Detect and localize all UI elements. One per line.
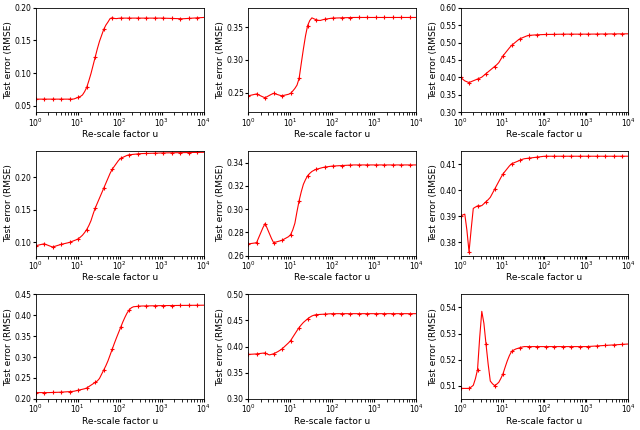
Y-axis label: Test error (RMSE): Test error (RMSE) — [429, 21, 438, 99]
X-axis label: Re-scale factor u: Re-scale factor u — [506, 130, 582, 139]
Y-axis label: Test error (RMSE): Test error (RMSE) — [429, 164, 438, 242]
X-axis label: Re-scale factor u: Re-scale factor u — [294, 130, 370, 139]
Y-axis label: Test error (RMSE): Test error (RMSE) — [4, 21, 13, 99]
Y-axis label: Test error (RMSE): Test error (RMSE) — [216, 164, 225, 242]
X-axis label: Re-scale factor u: Re-scale factor u — [506, 273, 582, 283]
Y-axis label: Test error (RMSE): Test error (RMSE) — [216, 308, 225, 386]
Y-axis label: Test error (RMSE): Test error (RMSE) — [4, 164, 13, 242]
X-axis label: Re-scale factor u: Re-scale factor u — [81, 130, 158, 139]
Y-axis label: Test error (RMSE): Test error (RMSE) — [429, 308, 438, 386]
X-axis label: Re-scale factor u: Re-scale factor u — [294, 417, 370, 426]
X-axis label: Re-scale factor u: Re-scale factor u — [294, 273, 370, 283]
X-axis label: Re-scale factor u: Re-scale factor u — [506, 417, 582, 426]
Y-axis label: Test error (RMSE): Test error (RMSE) — [216, 21, 225, 99]
X-axis label: Re-scale factor u: Re-scale factor u — [81, 273, 158, 283]
X-axis label: Re-scale factor u: Re-scale factor u — [81, 417, 158, 426]
Y-axis label: Test error (RMSE): Test error (RMSE) — [4, 308, 13, 386]
